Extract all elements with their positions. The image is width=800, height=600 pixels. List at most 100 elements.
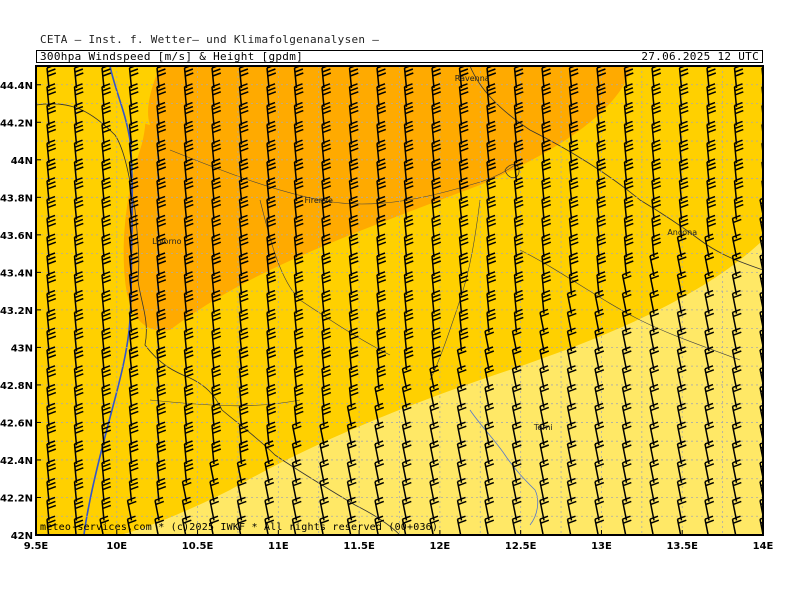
wind-barb — [236, 477, 247, 502]
lon-tick-label: 11E — [268, 541, 289, 552]
wind-barb — [128, 271, 139, 295]
wind-barb — [511, 496, 522, 521]
wind-barb — [126, 496, 137, 521]
wind-barb — [401, 477, 412, 502]
wind-barb — [376, 289, 387, 314]
wind-barb — [238, 158, 249, 183]
wind-barb — [73, 327, 84, 352]
wind-barb — [649, 383, 660, 408]
wind-barb — [621, 289, 632, 314]
wind-barb — [566, 477, 577, 502]
wind-barb — [319, 421, 330, 446]
wind-barb — [568, 83, 579, 107]
wind-barb — [376, 120, 387, 145]
wind-barb — [403, 139, 414, 164]
wind-barb — [594, 459, 605, 483]
wind-barb — [431, 139, 442, 164]
wind-barb — [541, 233, 552, 258]
wind-barb — [346, 477, 357, 502]
wind-barb — [511, 346, 522, 371]
wind-barb — [46, 496, 57, 521]
wind-barb — [376, 195, 387, 220]
wind-barb — [484, 346, 495, 371]
wind-barb — [376, 308, 387, 333]
wind-barb — [676, 308, 687, 333]
wind-barb — [321, 252, 332, 277]
wind-barb — [594, 496, 605, 521]
wind-barb — [348, 177, 359, 201]
wind-barb — [156, 421, 167, 446]
wind-barb — [623, 214, 634, 239]
wind-barb — [293, 233, 304, 258]
wind-barb — [456, 459, 467, 483]
wind-barb — [621, 477, 632, 502]
wind-barb — [348, 214, 359, 239]
wind-barb — [211, 83, 222, 107]
wind-barb — [266, 214, 277, 239]
wind-barb — [211, 120, 222, 145]
wind-barb — [594, 383, 605, 408]
wind-barb — [621, 327, 632, 352]
wind-barb — [486, 214, 497, 239]
wind-barb — [183, 327, 194, 352]
lon-tick-label: 13.5E — [666, 541, 698, 552]
coastline-adriatic — [469, 66, 763, 271]
wind-barb — [238, 252, 249, 277]
wind-barb — [403, 327, 414, 352]
wind-barb — [596, 120, 607, 145]
wind-barb — [266, 66, 277, 89]
wind-barb — [128, 383, 139, 408]
wind-barb — [264, 440, 275, 465]
wind-barb — [458, 308, 469, 333]
wind-barb — [511, 402, 522, 427]
wind-barb — [678, 195, 689, 220]
wind-barb — [649, 327, 660, 352]
wind-barb — [238, 327, 249, 352]
wind-barb — [403, 289, 414, 314]
wind-barb — [128, 177, 139, 201]
wind-barb — [594, 308, 605, 333]
wind-barb — [513, 120, 524, 145]
wind-barb — [731, 327, 742, 352]
wind-barb — [238, 402, 249, 427]
wind-barb — [293, 177, 304, 201]
wind-barb — [513, 289, 524, 314]
wind-barb — [128, 120, 139, 145]
wind-barb — [46, 177, 57, 201]
wind-barb — [101, 365, 112, 389]
wind-barb — [101, 252, 112, 277]
wind-barb — [46, 308, 57, 333]
wind-barb — [321, 308, 332, 333]
wind-barb — [539, 459, 550, 483]
wind-barb — [348, 365, 359, 389]
wind-barb — [319, 496, 330, 521]
wind-barb — [211, 308, 222, 333]
wind-barb — [651, 177, 662, 201]
wind-barb — [403, 214, 414, 239]
wind-barb — [291, 496, 302, 521]
wind-barb — [128, 252, 139, 277]
wind-barb — [651, 214, 662, 239]
wind-barb — [374, 515, 385, 535]
wind-barb — [733, 120, 744, 145]
wind-barb — [431, 214, 442, 239]
wind-barb — [293, 308, 304, 333]
wind-barb — [649, 289, 660, 314]
lon-tick-label: 10E — [106, 541, 127, 552]
wind-barb — [348, 83, 359, 107]
wind-barb — [651, 120, 662, 145]
wind-barb — [101, 440, 112, 465]
wind-barb — [321, 233, 332, 258]
wind-barb — [731, 271, 742, 295]
wind-barb — [73, 515, 84, 535]
wind-barb — [676, 477, 687, 502]
wind-barb — [73, 477, 84, 502]
wind-barb — [376, 158, 387, 183]
wind-barb — [101, 421, 112, 446]
wind-barb — [238, 195, 249, 220]
wind-barb — [319, 515, 330, 535]
wind-barb — [458, 139, 469, 164]
wind-barb — [623, 101, 634, 126]
wind-barb — [264, 477, 275, 502]
wind-barb — [596, 214, 607, 239]
